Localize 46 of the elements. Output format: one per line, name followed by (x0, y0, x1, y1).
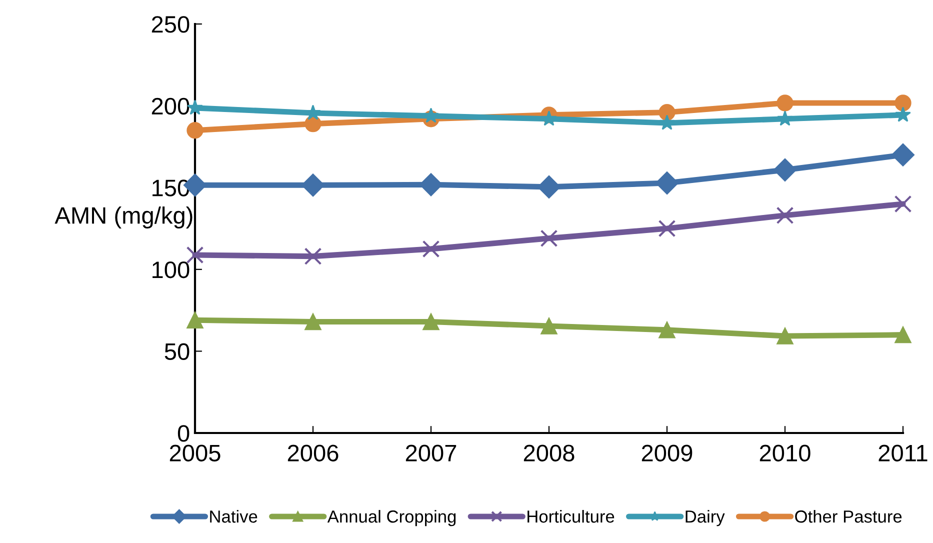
point (304, 313, 322, 330)
legend-label: Horticulture (528, 510, 614, 523)
point (302, 174, 324, 197)
legend-label: Native (210, 510, 258, 523)
x-tick-label: 2005 (170, 444, 220, 462)
x-tick-label: 2009 (642, 444, 692, 462)
point (776, 328, 794, 344)
y-tick-label: 100 (152, 261, 190, 278)
point (774, 158, 796, 182)
point (658, 220, 676, 238)
legend-label: Dairy (686, 510, 725, 526)
x-tick-label: 2010 (760, 444, 810, 462)
y-tick-label: 50 (164, 343, 190, 360)
point (541, 110, 557, 126)
y-tick-label: 200 (152, 98, 190, 115)
point (304, 248, 322, 265)
point (894, 94, 912, 112)
y-tick-label: 0 (178, 425, 190, 442)
legend-label: Annual Cropping (327, 510, 456, 526)
point (420, 173, 442, 196)
point (777, 110, 793, 126)
point (776, 206, 794, 224)
point (894, 326, 912, 344)
x-tick-label: 2007 (406, 444, 456, 462)
y-tick-label: 250 (152, 16, 190, 33)
point (538, 175, 560, 198)
point (422, 313, 440, 330)
point (895, 106, 911, 122)
x-tick-label: 2011 (878, 444, 928, 462)
x-tick-label: 2008 (524, 444, 574, 462)
point (658, 104, 676, 121)
point (186, 122, 204, 139)
x-tick-label: 2006 (288, 444, 338, 462)
point (894, 195, 912, 213)
point (540, 318, 558, 334)
point (540, 230, 558, 247)
point (423, 108, 439, 123)
legend-label: Other Pasture (795, 510, 902, 523)
point (892, 143, 914, 166)
point (186, 312, 204, 328)
point (776, 94, 794, 112)
point (658, 322, 676, 338)
point (656, 172, 678, 195)
point (422, 240, 440, 258)
point (659, 114, 675, 130)
y-axis-title: AMN (mg/kg) (54, 206, 192, 228)
